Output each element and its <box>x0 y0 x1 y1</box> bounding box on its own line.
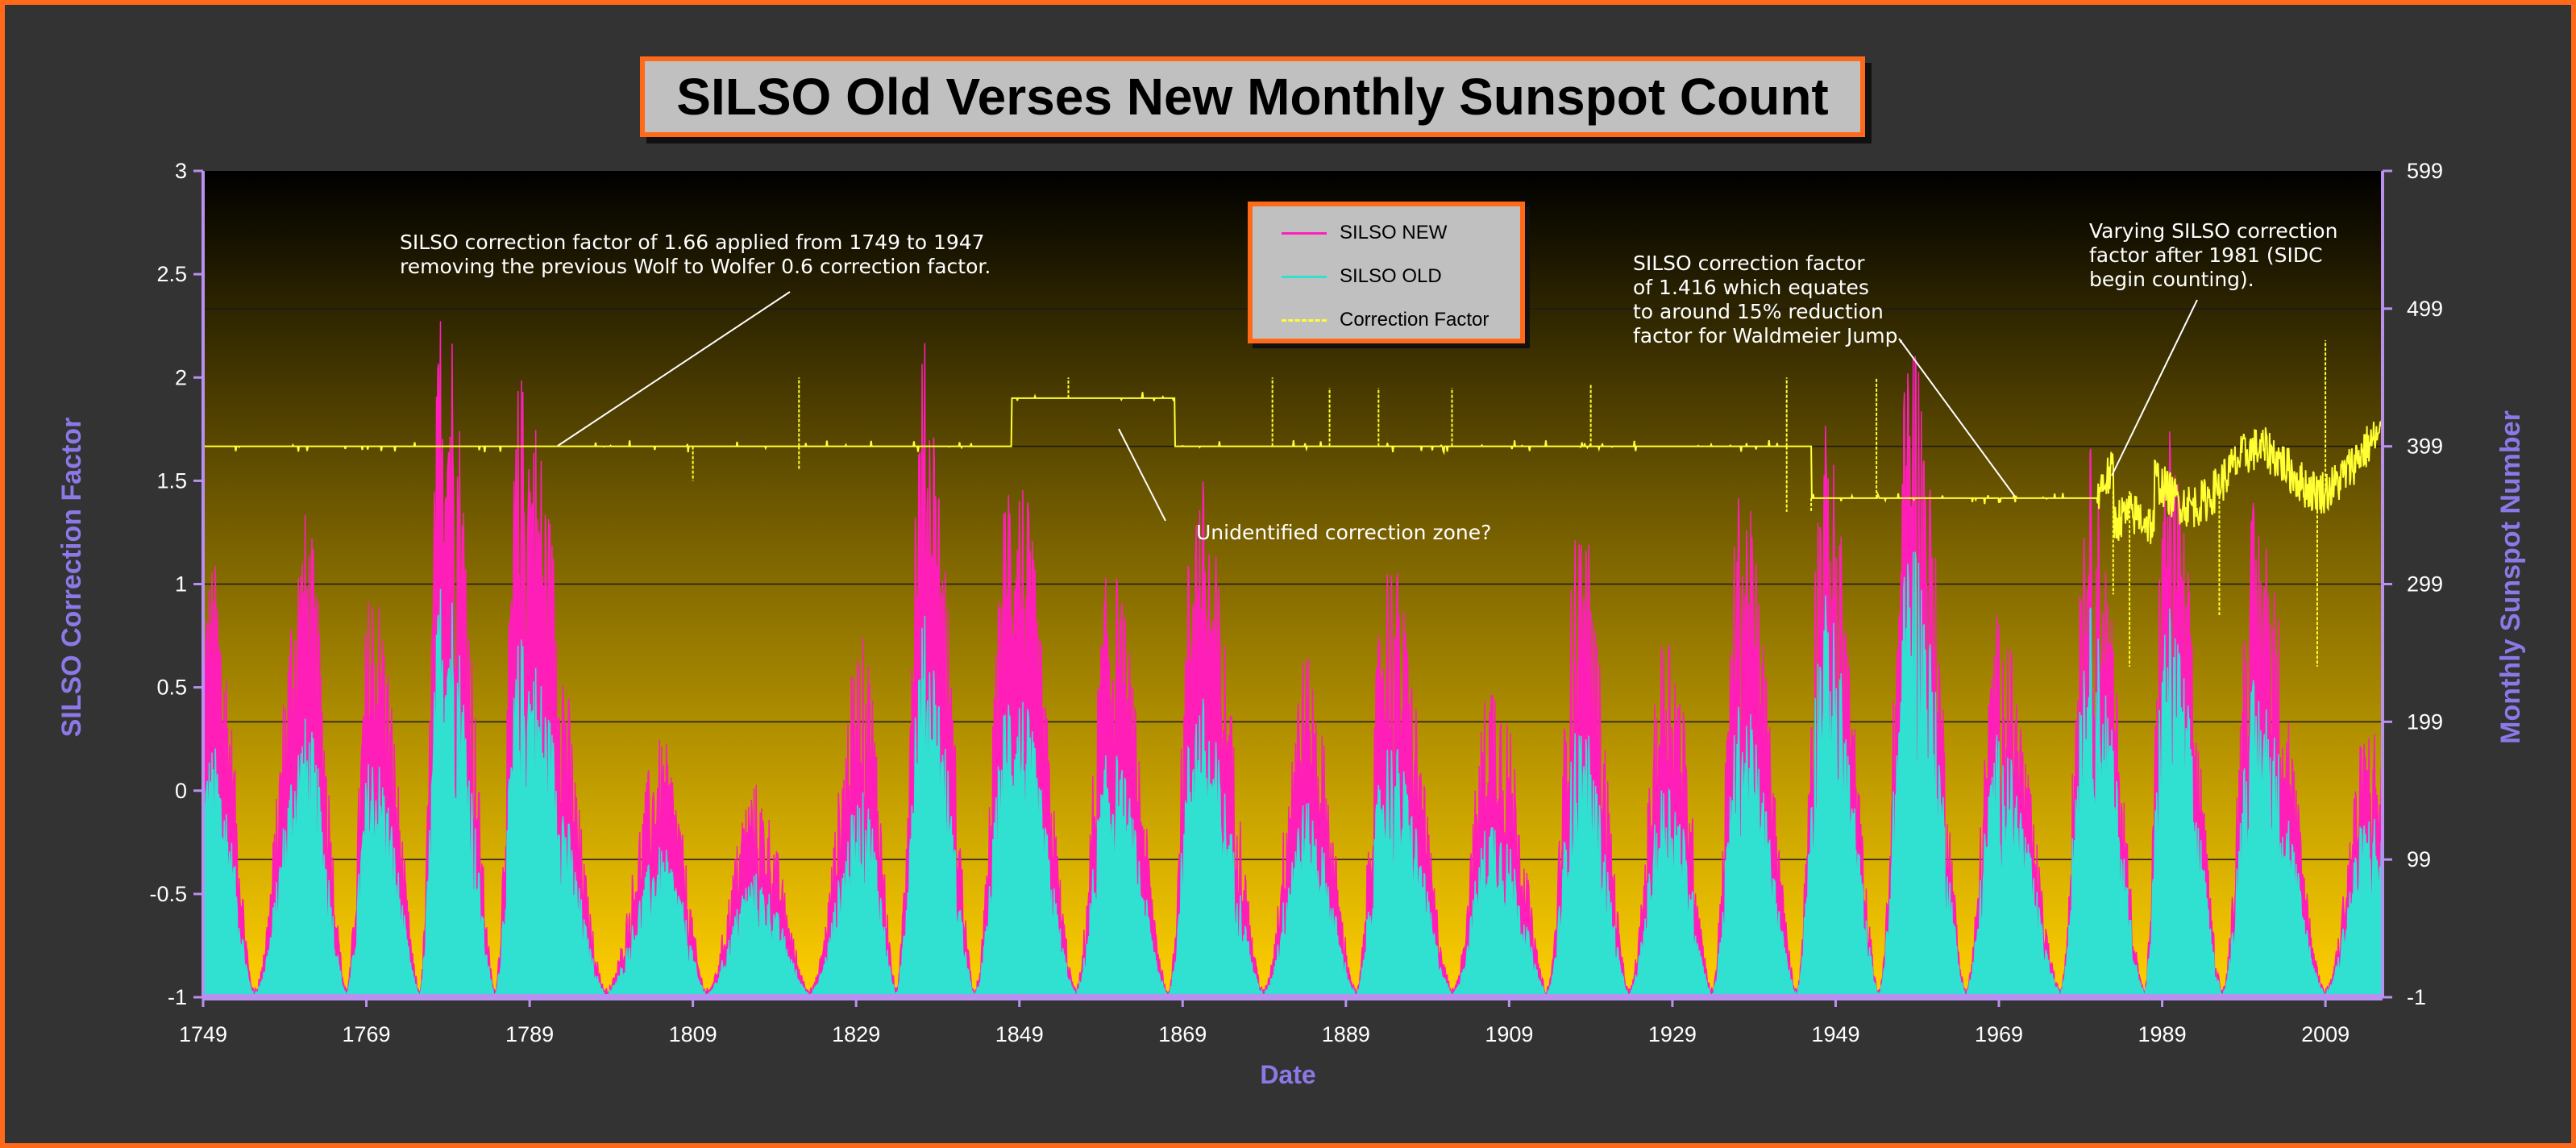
y-right-tick-label: 599 <box>2407 159 2443 183</box>
y-left-tick-label: 1.5 <box>156 468 187 493</box>
legend-item-silso-old: SILSO OLD <box>1253 264 1442 289</box>
y-right-tick-label: 199 <box>2407 709 2443 734</box>
x-tick-label: 1769 <box>343 1022 391 1046</box>
x-tick-label: 1969 <box>1975 1022 2023 1046</box>
y-left-tick-label: 2.5 <box>156 262 187 286</box>
chart-frame: -1 -0.5 0 0.5 1 1.5 2 2.5 3 -1 99 199 299 399 499 599 17… <box>5 5 2571 1143</box>
y-left-axis-title: SILSO Correction Factor <box>56 418 87 738</box>
x-tick-label: 1909 <box>1485 1022 1533 1046</box>
x-tick-label: 1869 <box>1158 1022 1207 1046</box>
legend-label-correction-factor: Correction Factor <box>1340 309 1490 331</box>
y-left-tick-label: 1 <box>175 572 187 597</box>
legend-swatch-silso-old <box>1282 275 1327 278</box>
x-tick-label: 2009 <box>2301 1022 2350 1046</box>
x-axis-title: Date <box>1260 1060 1315 1089</box>
legend-item-silso-new: SILSO NEW <box>1253 221 1447 245</box>
x-tick-label: 1989 <box>2138 1022 2187 1046</box>
legend-label-silso-new: SILSO NEW <box>1340 222 1448 243</box>
x-tick-label: 1749 <box>179 1022 227 1046</box>
x-tick-label: 1829 <box>832 1022 880 1046</box>
silso-old-series <box>202 551 2383 998</box>
legend-item-correction-factor: Correction Factor <box>1253 308 1489 332</box>
chart-title-box: SILSO Old Verses New Monthly Sunspot Cou… <box>640 56 1865 137</box>
tick-labels: -1 -0.5 0 0.5 1 1.5 2 2.5 3 -1 99 199 299 399 499 599 17… <box>149 159 2443 1046</box>
chart-canvas: -1 -0.5 0 0.5 1 1.5 2 2.5 3 -1 99 199 299 399 499 599 17… <box>56 159 2526 1089</box>
y-right-tick-label: 299 <box>2407 572 2443 597</box>
legend-swatch-silso-new <box>1282 231 1327 235</box>
annotation-after-1981: Varying SILSO correction factor after 19… <box>2089 219 2338 291</box>
y-right-tick-label: 399 <box>2407 435 2443 459</box>
x-tick-label: 1789 <box>505 1022 554 1046</box>
x-tick-label: 1929 <box>1648 1022 1697 1046</box>
x-tick-label: 1849 <box>995 1022 1044 1046</box>
annotation-1749-1947: SILSO correction factor of 1.66 applied … <box>400 231 991 278</box>
annotation-leader-line <box>557 291 791 447</box>
x-tick-label: 1949 <box>1811 1022 1859 1046</box>
annotation-waldmeier-jump: SILSO correction factor of 1.416 which e… <box>1633 252 1905 347</box>
annotation-unidentified-zone: Unidentified correction zone? <box>1196 521 1492 544</box>
y-right-axis-title: Monthly Sunspot Number <box>2495 410 2526 744</box>
y-right-tick-label: 99 <box>2407 847 2431 871</box>
y-left-tick-label: -1 <box>168 985 187 1009</box>
annotation-leader-line <box>2111 299 2198 476</box>
y-left-tick-label: -0.5 <box>149 882 187 906</box>
legend-label-silso-old: SILSO OLD <box>1340 265 1442 287</box>
y-left-tick-label: 0 <box>175 779 187 803</box>
silso-old-line <box>202 551 2383 998</box>
legend-swatch-correction-factor <box>1282 318 1327 322</box>
annotation-leaders <box>557 291 2198 522</box>
y-left-tick-label: 2 <box>175 365 187 389</box>
y-right-tick-label: -1 <box>2407 985 2426 1009</box>
correction-factor-series <box>203 340 2383 667</box>
y-right-tick-label: 499 <box>2407 297 2443 321</box>
chart-title: SILSO Old Verses New Monthly Sunspot Cou… <box>676 68 1829 126</box>
annotation-leader-line <box>1118 428 1166 522</box>
y-left-tick-label: 0.5 <box>156 676 187 700</box>
annotation-leader-line <box>1898 338 2016 497</box>
x-tick-label: 1889 <box>1322 1022 1370 1046</box>
legend: SILSO NEW SILSO OLD Correction Factor <box>1248 202 1525 343</box>
y-left-tick-label: 3 <box>175 159 187 183</box>
x-tick-label: 1809 <box>669 1022 717 1046</box>
correction-factor-line <box>203 392 2383 544</box>
